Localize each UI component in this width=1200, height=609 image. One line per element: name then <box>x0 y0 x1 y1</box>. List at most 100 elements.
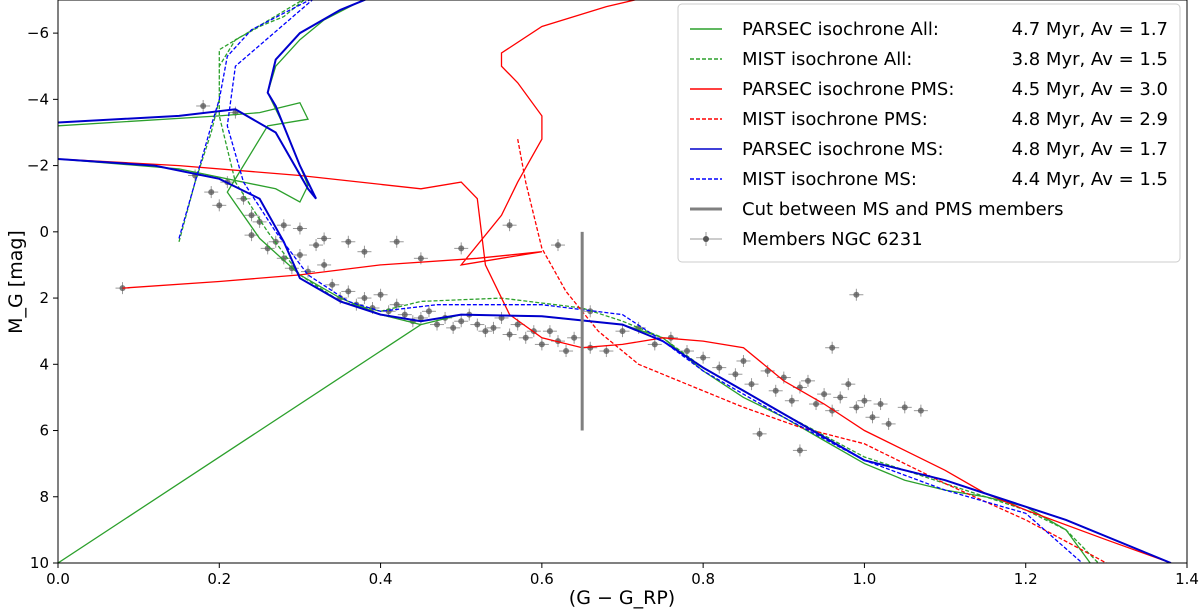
isochrone-line <box>122 0 638 289</box>
member-point <box>615 325 630 338</box>
y-tick-label: 8 <box>39 488 49 506</box>
y-tick-label: 10 <box>30 554 49 572</box>
x-ticks: 0.0 0.2 0.4 0.6 0.8 1.0 1.2 1.4 <box>46 563 1199 588</box>
member-point <box>317 232 332 245</box>
isochrone-line <box>58 158 1172 563</box>
member-point <box>252 215 267 228</box>
legend-value: 3.8 Myr, Av = 1.5 <box>1012 49 1168 70</box>
member-point <box>873 398 888 411</box>
member-point <box>825 341 840 354</box>
isochrone-line <box>517 138 1107 563</box>
member-point <box>534 338 549 351</box>
member-point <box>276 219 291 232</box>
member-point <box>881 417 896 430</box>
member-point <box>567 331 582 344</box>
member-point <box>454 242 469 255</box>
x-tick-label: 0.6 <box>530 570 554 588</box>
x-tick-label: 0.8 <box>691 570 715 588</box>
plot-frame <box>57 0 1188 564</box>
member-point <box>696 351 711 364</box>
member-point <box>752 427 767 440</box>
member-point <box>244 209 259 222</box>
legend-entry: MIST isochrone All: 3.8 Myr, Av = 1.5 <box>690 49 1168 70</box>
member-point <box>196 99 211 112</box>
member-point <box>865 411 880 424</box>
member-point <box>317 258 332 271</box>
y-tick-label: 2 <box>39 289 49 307</box>
legend-label: Cut between MS and PMS members <box>742 199 1064 220</box>
legend-value: 4.7 Myr, Av = 1.7 <box>1012 19 1168 40</box>
legend-entry: Members NGC 6231 <box>690 229 923 250</box>
member-point <box>421 305 436 318</box>
member-point <box>470 318 485 331</box>
member-point <box>357 245 372 258</box>
member-point <box>849 288 864 301</box>
member-point <box>736 354 751 367</box>
isochrone-line <box>58 313 1091 563</box>
member-point <box>502 328 517 341</box>
y-tick-label: 6 <box>39 422 49 440</box>
member-point <box>309 239 324 252</box>
member-point <box>849 401 864 414</box>
legend-label: MIST isochrone All: <box>742 49 912 70</box>
member-point <box>897 401 912 414</box>
legend-label: Members NGC 6231 <box>742 229 923 250</box>
member-point <box>357 292 372 305</box>
member-point <box>446 321 461 334</box>
legend-entry: PARSEC isochrone MS: 4.8 Myr, Av = 1.7 <box>690 139 1168 160</box>
member-point <box>292 249 307 262</box>
member-point <box>647 338 662 351</box>
member-point <box>518 331 533 344</box>
legend-value: 4.4 Myr, Av = 1.5 <box>1012 169 1168 190</box>
legend-label: MIST isochrone MS: <box>742 169 917 190</box>
legend-entry: MIST isochrone PMS: 4.8 Myr, Av = 2.9 <box>690 109 1168 130</box>
legend-value: 4.5 Myr, Av = 3.0 <box>1012 79 1168 100</box>
isochrone-line <box>178 0 1099 563</box>
member-point <box>857 394 872 407</box>
legend-entry: PARSEC isochrone PMS: 4.5 Myr, Av = 3.0 <box>690 79 1168 100</box>
isochrone-line <box>58 101 422 326</box>
legend-box <box>677 3 1181 263</box>
legend-value: 4.8 Myr, Av = 1.7 <box>1012 139 1168 160</box>
legend-entry: MIST isochrone MS: 4.4 Myr, Av = 1.5 <box>690 169 1168 190</box>
member-point <box>325 278 340 291</box>
isochrone-line <box>58 158 1172 563</box>
member-point <box>784 394 799 407</box>
x-tick-label: 0.0 <box>46 570 70 588</box>
x-axis-label: (G − G_RP) <box>569 587 675 609</box>
member-point <box>341 285 356 298</box>
y-tick-label: −2 <box>27 157 49 175</box>
legend-label: PARSEC isochrone MS: <box>742 139 944 160</box>
legend-label: PARSEC isochrone PMS: <box>742 79 954 100</box>
member-point <box>559 345 574 358</box>
legend-label: PARSEC isochrone All: <box>742 19 939 40</box>
member-point <box>244 229 259 242</box>
member-point <box>204 186 219 199</box>
member-point <box>292 222 307 235</box>
member-point <box>542 325 557 338</box>
member-point <box>486 321 501 334</box>
member-point <box>768 384 783 397</box>
member-point <box>728 368 743 381</box>
y-axis-label: M_G [mag] <box>5 230 27 334</box>
isochrone-series <box>58 0 1172 563</box>
legend-entry: Cut between MS and PMS members <box>690 199 1064 220</box>
x-tick-label: 1.2 <box>1014 570 1038 588</box>
y-tick-label: 0 <box>39 223 49 241</box>
x-tick-label: 0.4 <box>369 570 393 588</box>
member-point <box>454 315 469 328</box>
member-point <box>478 325 493 338</box>
member-point <box>389 298 404 311</box>
y-tick-label: 4 <box>39 355 49 373</box>
member-point <box>212 199 227 212</box>
y-ticks: 10 8 6 4 2 0 −2 −4 −6 <box>27 24 58 572</box>
member-point <box>341 235 356 248</box>
legend-value: 4.8 Myr, Av = 2.9 <box>1012 109 1168 130</box>
member-point <box>817 388 832 401</box>
x-tick-label: 1.4 <box>1175 570 1199 588</box>
member-point <box>841 378 856 391</box>
member-point <box>502 219 517 232</box>
member-point <box>550 239 565 252</box>
member-point <box>800 374 815 387</box>
